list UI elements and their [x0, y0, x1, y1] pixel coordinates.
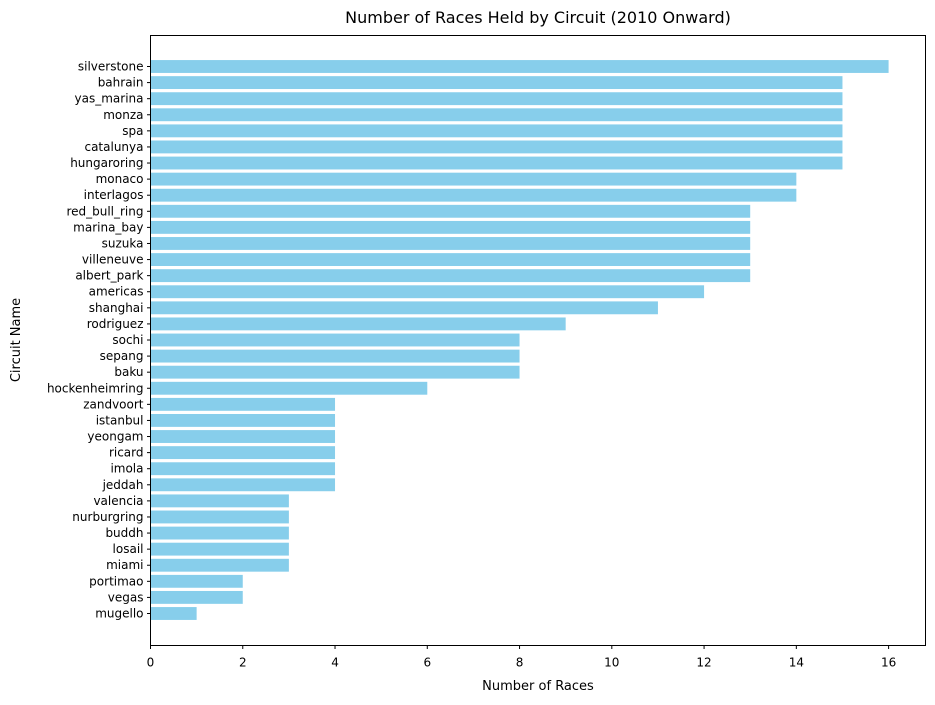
x-tick-label: 4 — [331, 656, 339, 670]
bar-jeddah — [150, 478, 336, 492]
bar-marina_bay — [150, 220, 751, 234]
bar-monza — [150, 108, 843, 122]
y-tick-label: mugello — [95, 607, 143, 621]
bar-americas — [150, 285, 705, 299]
y-tick-label: buddh — [105, 526, 143, 540]
y-tick-label: losail — [113, 542, 144, 556]
y-tick-label: sepang — [100, 349, 144, 363]
y-tick-label: yas_marina — [75, 92, 144, 106]
y-tick-label: zandvoort — [83, 397, 144, 411]
y-tick-label: nurburgring — [72, 510, 143, 524]
bar-villeneuve — [150, 253, 751, 266]
x-tick-label: 12 — [696, 656, 711, 670]
y-tick-label: suzuka — [102, 236, 144, 250]
bar-istanbul — [150, 414, 336, 427]
bar-losail — [150, 542, 289, 556]
y-axis-label: Circuit Name — [9, 298, 24, 382]
bar-mugello — [150, 607, 197, 620]
y-tick-label: monaco — [96, 172, 144, 186]
plot-frame — [150, 35, 926, 646]
bar-spa — [150, 124, 843, 138]
y-tick-label: yeongam — [87, 430, 143, 444]
y-tick-label: spa — [122, 124, 143, 138]
x-tick-label: 10 — [604, 656, 619, 670]
bar-vegas — [150, 590, 243, 604]
y-tick-label: portimao — [89, 574, 143, 588]
y-tick-label: ricard — [109, 446, 144, 460]
bar-suzuka — [150, 237, 751, 250]
y-tick-label: istanbul — [96, 413, 144, 427]
bars-layer — [150, 60, 889, 620]
bar-albert_park — [150, 269, 751, 283]
y-tick-label: americas — [89, 285, 144, 299]
x-tick-label: 6 — [423, 656, 431, 670]
y-tick-label: baku — [114, 365, 143, 379]
bar-imola — [150, 462, 336, 476]
bar-rodriguez — [150, 317, 566, 331]
bar-yas_marina — [150, 92, 843, 106]
y-tick-label: villeneuve — [82, 253, 144, 267]
bar-bahrain — [150, 76, 843, 90]
y-tick-label: rodriguez — [87, 317, 144, 331]
bar-sepang — [150, 349, 520, 363]
y-tick-label: monza — [103, 108, 143, 122]
bar-silverstone — [150, 60, 889, 73]
bar-monaco — [150, 172, 797, 186]
bar-hockenheimring — [150, 381, 428, 395]
bar-red_bull_ring — [150, 204, 751, 218]
bar-hungaroring — [150, 156, 843, 170]
bar-sochi — [150, 333, 520, 347]
y-tick-label: albert_park — [75, 269, 143, 283]
bar-valencia — [150, 494, 289, 508]
x-tick-label: 8 — [516, 656, 524, 670]
y-tick-label: silverstone — [78, 60, 144, 74]
chart-title: Number of Races Held by Circuit (2010 On… — [345, 8, 731, 27]
y-tick-label: valencia — [93, 494, 143, 508]
x-tick-label: 2 — [239, 656, 247, 670]
y-tick-label: red_bull_ring — [66, 204, 143, 218]
y-tick-label: miami — [106, 558, 143, 572]
y-tick-label: imola — [110, 462, 143, 476]
x-axis-label: Number of Races — [482, 679, 594, 694]
y-tick-label: hungaroring — [70, 156, 143, 170]
x-tick-label: 0 — [147, 656, 155, 670]
y-tick-label: interlagos — [84, 188, 144, 202]
bar-buddh — [150, 526, 289, 540]
bar-zandvoort — [150, 397, 336, 411]
x-tick-label: 14 — [789, 656, 804, 670]
y-tick-label: sochi — [112, 333, 143, 347]
y-tick-label: catalunya — [84, 140, 143, 154]
y-tick-label: shanghai — [89, 301, 144, 315]
bar-interlagos — [150, 188, 797, 202]
bar-nurburgring — [150, 510, 289, 524]
y-tick-label: vegas — [108, 590, 144, 604]
x-tick-labels: 0 2 4 6 8 10 12 14 16 — [147, 645, 896, 670]
bar-catalunya — [150, 140, 843, 154]
bar-miami — [150, 558, 289, 572]
y-tick-label: bahrain — [98, 76, 144, 90]
bar-baku — [150, 365, 520, 379]
y-tick-label: marina_bay — [73, 220, 143, 234]
bar-portimao — [150, 574, 243, 588]
x-tick-label: 16 — [881, 656, 896, 670]
bar-shanghai — [150, 301, 658, 315]
y-tick-label: hockenheimring — [47, 381, 144, 395]
y-tick-label: jeddah — [102, 478, 144, 492]
bar-yeongam — [150, 430, 336, 443]
bar-ricard — [150, 446, 336, 460]
